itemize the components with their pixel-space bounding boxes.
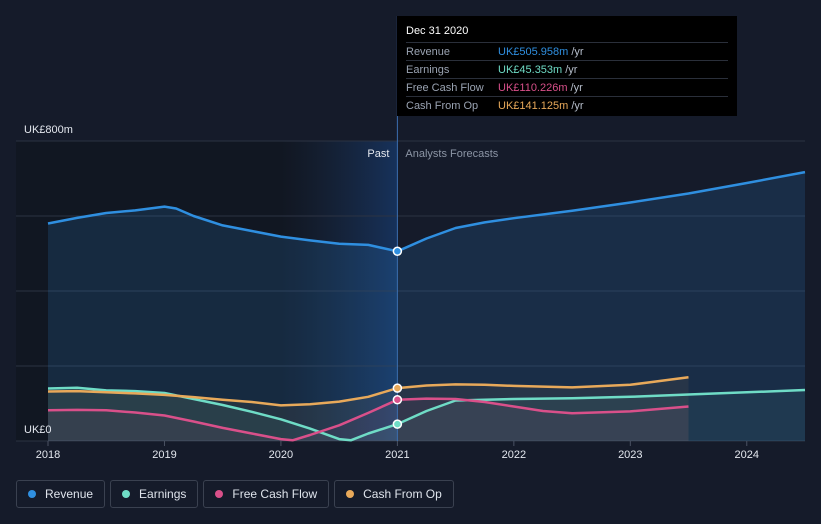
tooltip-value: UK£505.958m (498, 45, 569, 58)
earnings-marker (392, 419, 403, 429)
x-tick-label: 2020 (269, 449, 293, 461)
revenue-line-forecast (396, 170, 806, 253)
x-tick-label: 2024 (735, 449, 759, 461)
cfo-line-forecast (397, 376, 689, 390)
x-tick-label: 2023 (618, 449, 642, 461)
legend-dot-icon (122, 490, 131, 498)
tooltip-label: Revenue (406, 45, 451, 58)
tooltip-label: Cash From Op (406, 99, 479, 112)
x-tick-label: 2019 (152, 449, 176, 461)
earnings-line-forecast (396, 388, 806, 426)
tooltip-unit: /yr (565, 63, 578, 76)
tooltip-unit: /yr (571, 45, 584, 58)
legend-item-revenue[interactable]: Revenue (16, 480, 106, 508)
fcf-marker (392, 395, 403, 405)
tooltip-row-earnings: Earnings UK£45.353m /yr (406, 60, 728, 78)
y-axis-bottom-label: UK£0 (24, 424, 52, 436)
tooltip-title: Dec 31 2020 (406, 25, 469, 37)
tooltip-row-revenue: Revenue UK£505.958m /yr (406, 42, 728, 60)
legend-item-earnings[interactable]: Earnings (110, 480, 199, 508)
tooltip-value: UK£45.353m (498, 63, 563, 76)
revenue-marker (392, 246, 403, 256)
tooltip-value: UK£141.125m (498, 99, 569, 112)
earnings-area (48, 387, 805, 441)
legend-label: Revenue (45, 487, 94, 501)
tooltip-unit: /yr (570, 81, 583, 94)
tooltip-row-free-cash-flow: Free Cash Flow UK£110.226m /yr (406, 78, 728, 96)
tooltip: Dec 31 2020 Revenue UK£505.958m /yr Earn… (397, 16, 737, 116)
legend: Revenue Earnings Free Cash Flow Cash Fro… (16, 480, 454, 508)
tooltip-row-cash-from-op: Cash From Op UK£141.125m /yr (406, 96, 728, 114)
cfo-line-past (47, 386, 398, 407)
cfo-marker (392, 383, 403, 393)
legend-item-free-cash-flow[interactable]: Free Cash Flow (203, 480, 330, 508)
x-tick-label: 2022 (502, 449, 526, 461)
revenue-area (48, 172, 805, 441)
forecast-label: Analysts Forecasts (405, 148, 498, 160)
revenue-line-past (47, 205, 398, 253)
fcf-line-past (47, 398, 398, 442)
legend-item-cash-from-op[interactable]: Cash From Op (334, 480, 454, 508)
earnings-line-past (47, 386, 398, 442)
x-tick-label: 2021 (385, 449, 409, 461)
legend-dot-icon (346, 490, 355, 498)
tooltip-label: Free Cash Flow (406, 81, 484, 94)
x-tick-label: 2018 (36, 449, 60, 461)
legend-dot-icon (28, 490, 36, 498)
tooltip-label: Earnings (406, 63, 450, 76)
fcf-line-forecast (397, 397, 689, 415)
legend-label: Earnings (139, 487, 187, 501)
legend-dot-icon (215, 490, 224, 498)
past-label: Past (367, 148, 389, 160)
tooltip-value: UK£110.226m (498, 81, 568, 94)
legend-label: Cash From Op (363, 487, 442, 501)
tooltip-unit: /yr (571, 99, 584, 112)
y-axis-top-label: UK£800m (24, 124, 73, 136)
legend-label: Free Cash Flow (232, 487, 318, 501)
